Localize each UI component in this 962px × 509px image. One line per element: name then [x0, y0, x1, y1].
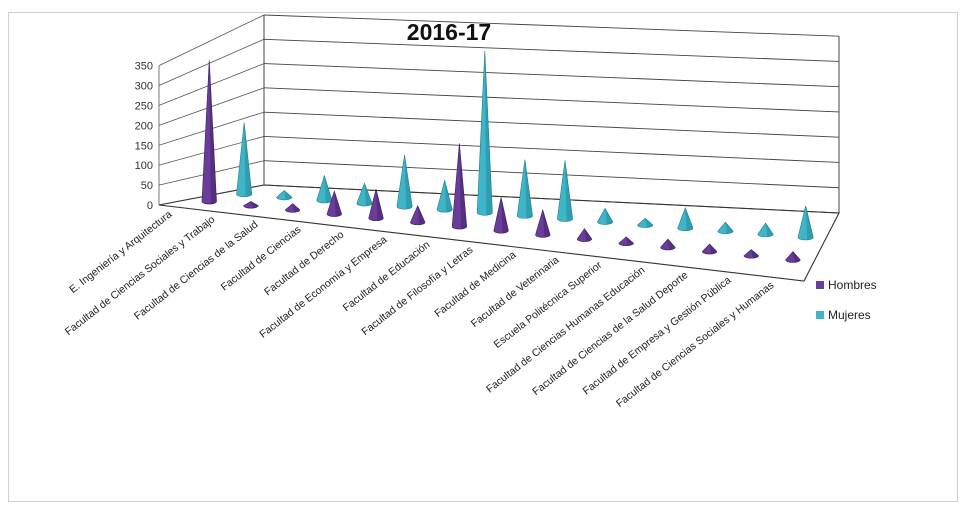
cone-shade-hombres-7: [501, 197, 509, 234]
gridline-side: [158, 14, 265, 66]
cone-mujeres-6: [476, 51, 493, 216]
category-label: Facultad de Educación: [341, 239, 433, 314]
cone-mujeres-14: [797, 205, 814, 241]
cone-shade-hombres-9: [584, 228, 592, 242]
cone-hombres-5: [410, 204, 426, 226]
gridline-back: [263, 160, 840, 189]
y-tick-label: 150: [135, 140, 153, 152]
cone-mujeres-3: [356, 182, 373, 207]
cone-shade-hombres-1: [250, 201, 259, 209]
cone-mujeres-12: [717, 221, 734, 235]
legend-label-mujeres: Mujeres: [828, 308, 871, 322]
cone-shade-mujeres-1: [284, 190, 292, 200]
category-label: Facultad de Medicina: [432, 249, 518, 320]
cone-shade-hombres-8: [542, 209, 551, 238]
cone-shade-mujeres-13: [765, 222, 774, 237]
y-tick-label: 300: [135, 81, 153, 93]
cone-hombres-3: [326, 190, 342, 217]
cone-shade-mujeres-0: [244, 122, 252, 197]
cone-hombres-9: [576, 228, 593, 242]
cone-shade-hombres-3: [334, 191, 342, 217]
cone-mujeres-1: [276, 190, 293, 201]
gridline-back: [263, 63, 840, 88]
cone-shade-mujeres-14: [805, 205, 814, 240]
cone-hombres-0: [201, 60, 217, 205]
cone-shade-hombres-12: [709, 244, 717, 255]
chart-floor: [158, 184, 840, 282]
cone-shade-mujeres-3: [364, 183, 373, 206]
cone-hombres-12: [701, 243, 718, 255]
cone-shade-hombres-0: [209, 60, 217, 204]
legend-swatch-mujeres: [816, 311, 824, 319]
cone-mujeres-10: [637, 217, 654, 228]
y-tick-label: 200: [135, 120, 153, 132]
cone-shade-mujeres-4: [404, 154, 413, 210]
cone-shade-mujeres-10: [645, 218, 653, 228]
cone-hombres-7: [493, 197, 509, 234]
cone-hombres-4: [368, 188, 384, 221]
cone-hombres-13: [743, 249, 759, 259]
cone-hombres-6: [451, 143, 467, 230]
y-tick-label: 0: [147, 200, 153, 212]
cone-hombres-8: [535, 208, 551, 238]
cone-shade-mujeres-12: [725, 222, 734, 234]
cone-shade-hombres-4: [376, 189, 384, 221]
cone-hombres-10: [618, 236, 634, 247]
gridline-side: [158, 38, 265, 86]
cone-shade-hombres-14: [792, 251, 801, 263]
cone-mujeres-9: [597, 207, 614, 225]
cone-shade-hombres-6: [459, 143, 467, 229]
cone-mujeres-4: [396, 154, 413, 210]
gridline-back: [263, 111, 840, 138]
cone-mujeres-0: [236, 122, 253, 198]
chart-frame: 2016-17 0 50 100 150 200 250 300 350 E. Ingenier…: [8, 12, 958, 502]
cone-mujeres-7: [516, 159, 533, 219]
cone-shade-hombres-11: [667, 239, 676, 250]
legend-swatch-hombres: [816, 281, 824, 289]
category-label: Facultad de Veterinaria: [469, 254, 562, 330]
cone-hombres-11: [660, 238, 676, 251]
y-tick-label: 250: [135, 100, 153, 112]
cone-mujeres-13: [757, 222, 774, 238]
cone-shade-hombres-13: [751, 249, 759, 259]
y-tick-label: 100: [135, 160, 153, 172]
gridline-back: [263, 38, 840, 62]
category-label: Facultad de Ciencias: [219, 224, 304, 294]
cone-hombres-1: [243, 201, 259, 209]
cone-hombres-14: [785, 251, 801, 263]
y-tick-label: 50: [141, 180, 153, 192]
legend-label-hombres: Hombres: [828, 278, 877, 292]
cone-shade-mujeres-11: [685, 207, 693, 231]
gridline-back: [263, 135, 840, 163]
gridline-side: [158, 63, 265, 106]
cone-shade-hombres-10: [626, 236, 634, 246]
cone-mujeres-8: [557, 160, 573, 222]
gridline-back: [263, 14, 840, 37]
cone-shade-mujeres-8: [565, 160, 573, 222]
cone-mujeres-11: [677, 207, 694, 231]
cone-shade-hombres-5: [417, 205, 425, 225]
y-tick-label: 350: [135, 61, 153, 73]
cone-shade-mujeres-5: [444, 180, 453, 213]
cone-hombres-2: [285, 203, 301, 213]
cone-shade-mujeres-2: [324, 175, 332, 203]
cone-shade-mujeres-6: [484, 51, 493, 216]
cone-shade-hombres-2: [292, 203, 300, 213]
cone-mujeres-5: [436, 179, 453, 213]
gridline-back: [263, 87, 840, 113]
chart-title: 2016-17: [406, 19, 492, 45]
cone-shade-mujeres-9: [605, 208, 613, 225]
cone-shade-mujeres-7: [524, 159, 533, 219]
